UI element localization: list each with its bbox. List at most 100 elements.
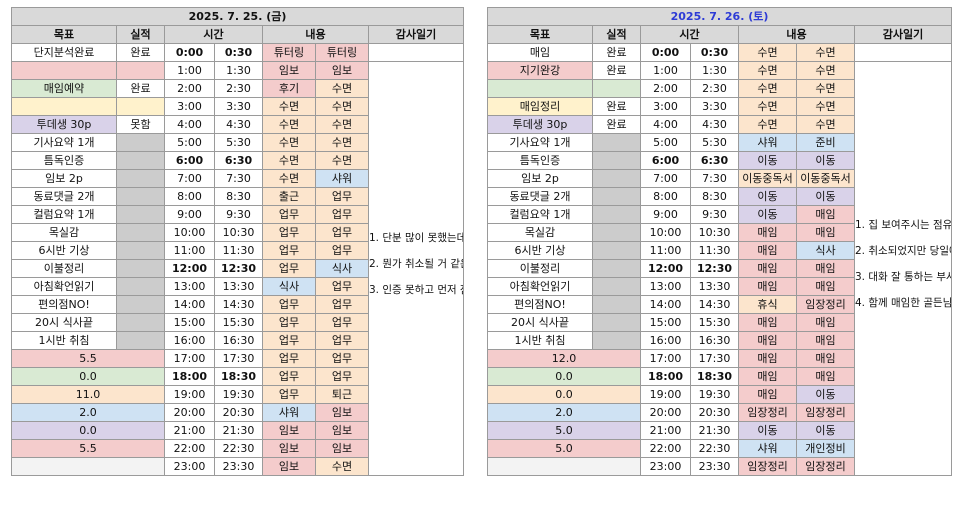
header-time[interactable]: 시간 <box>164 25 263 44</box>
time-end-cell[interactable]: 18:30 <box>214 367 263 386</box>
time-start-cell[interactable]: 11:00 <box>640 241 691 260</box>
goal-cell[interactable]: 단지분석완료 <box>11 43 117 62</box>
content-cell[interactable]: 퇴근 <box>315 385 369 404</box>
content-cell[interactable]: 업무 <box>315 187 369 206</box>
content-cell[interactable]: 식사 <box>315 259 369 278</box>
result-cell[interactable] <box>116 331 165 350</box>
content-cell[interactable]: 수면 <box>315 457 369 476</box>
content-cell[interactable]: 임장정리 <box>738 457 797 476</box>
time-end-cell[interactable]: 17:30 <box>214 349 263 368</box>
time-end-cell[interactable]: 17:30 <box>690 349 739 368</box>
time-end-cell[interactable]: 9:30 <box>214 205 263 224</box>
content-cell[interactable]: 임장정리 <box>796 295 855 314</box>
header-content[interactable]: 내용 <box>262 25 369 44</box>
content-cell[interactable]: 튜터링 <box>262 43 316 62</box>
content-cell[interactable]: 수면 <box>796 97 855 116</box>
content-cell[interactable]: 수면 <box>315 133 369 152</box>
time-start-cell[interactable]: 19:00 <box>640 385 691 404</box>
time-start-cell[interactable]: 14:00 <box>164 295 215 314</box>
time-start-cell[interactable]: 21:00 <box>640 421 691 440</box>
content-cell[interactable]: 수면 <box>738 61 797 80</box>
content-cell[interactable]: 임보 <box>262 457 316 476</box>
summary-hours-cell[interactable]: 5.5 <box>11 439 165 458</box>
result-cell[interactable]: 완료 <box>592 115 641 134</box>
goal-cell[interactable] <box>11 97 117 116</box>
time-start-cell[interactable]: 10:00 <box>640 223 691 242</box>
time-end-cell[interactable]: 14:30 <box>214 295 263 314</box>
time-end-cell[interactable]: 19:30 <box>214 385 263 404</box>
sheet-date[interactable]: 2025. 7. 26. (토) <box>486 7 953 26</box>
goal-cell[interactable]: 임보 2p <box>11 169 117 188</box>
content-cell[interactable]: 업무 <box>262 295 316 314</box>
time-end-cell[interactable]: 11:30 <box>690 241 739 260</box>
content-cell[interactable]: 매임 <box>796 259 855 278</box>
result-cell[interactable] <box>116 169 165 188</box>
diary-empty-cell[interactable] <box>367 43 465 62</box>
content-cell[interactable]: 식사 <box>262 277 316 296</box>
time-start-cell[interactable]: 4:00 <box>640 115 691 134</box>
time-start-cell[interactable]: 10:00 <box>164 223 215 242</box>
goal-cell[interactable]: 20시 식사끝 <box>11 313 117 332</box>
content-cell[interactable]: 수면 <box>262 133 316 152</box>
time-start-cell[interactable]: 15:00 <box>640 313 691 332</box>
time-end-cell[interactable]: 11:30 <box>214 241 263 260</box>
content-cell[interactable]: 매임 <box>738 223 797 242</box>
gratitude-diary-cell[interactable]: 1. 단분 많이 못했는데 아임지만 결혼 틈어가자.... 2. 뭔가 취소될 … <box>367 61 465 476</box>
header-result[interactable]: 실적 <box>116 25 165 44</box>
header-diary[interactable]: 감사일기 <box>853 25 953 44</box>
goal-cell[interactable]: 아침확언읽기 <box>487 277 593 296</box>
time-start-cell[interactable]: 0:00 <box>640 43 691 62</box>
result-cell[interactable] <box>592 259 641 278</box>
result-cell[interactable] <box>116 241 165 260</box>
goal-cell[interactable]: 목실감 <box>487 223 593 242</box>
time-start-cell[interactable]: 23:00 <box>164 457 215 476</box>
goal-cell[interactable]: 동료댓글 2개 <box>487 187 593 206</box>
content-cell[interactable]: 샤워 <box>738 133 797 152</box>
content-cell[interactable]: 수면 <box>262 115 316 134</box>
time-start-cell[interactable]: 12:00 <box>640 259 691 278</box>
content-cell[interactable]: 수면 <box>796 43 855 62</box>
content-cell[interactable]: 튜터링 <box>315 43 369 62</box>
time-start-cell[interactable]: 2:00 <box>164 79 215 98</box>
content-cell[interactable]: 수면 <box>315 97 369 116</box>
summary-hours-cell[interactable]: 12.0 <box>487 349 641 368</box>
time-start-cell[interactable]: 23:00 <box>640 457 691 476</box>
header-goal[interactable]: 목표 <box>11 25 117 44</box>
goal-cell[interactable]: 컬럼요약 1개 <box>487 205 593 224</box>
goal-cell[interactable]: 기사요약 1개 <box>11 133 117 152</box>
time-end-cell[interactable]: 8:30 <box>690 187 739 206</box>
content-cell[interactable]: 업무 <box>315 313 369 332</box>
content-cell[interactable]: 이동 <box>738 421 797 440</box>
goal-cell[interactable]: 이불정리 <box>11 259 117 278</box>
content-cell[interactable]: 임보 <box>262 61 316 80</box>
content-cell[interactable]: 수면 <box>315 79 369 98</box>
content-cell[interactable]: 이동 <box>738 151 797 170</box>
time-start-cell[interactable]: 22:00 <box>164 439 215 458</box>
result-cell[interactable] <box>592 133 641 152</box>
result-cell[interactable] <box>592 187 641 206</box>
time-end-cell[interactable]: 5:30 <box>214 133 263 152</box>
content-cell[interactable]: 이동 <box>796 151 855 170</box>
time-start-cell[interactable]: 16:00 <box>640 331 691 350</box>
content-cell[interactable]: 샤워 <box>262 403 316 422</box>
goal-cell[interactable]: 임보 2p <box>487 169 593 188</box>
content-cell[interactable]: 업무 <box>315 367 369 386</box>
time-end-cell[interactable]: 19:30 <box>690 385 739 404</box>
content-cell[interactable]: 수면 <box>796 115 855 134</box>
summary-hours-cell[interactable] <box>487 457 641 476</box>
content-cell[interactable]: 수면 <box>262 151 316 170</box>
time-start-cell[interactable]: 14:00 <box>640 295 691 314</box>
time-end-cell[interactable]: 15:30 <box>214 313 263 332</box>
time-start-cell[interactable]: 18:00 <box>640 367 691 386</box>
summary-hours-cell[interactable] <box>11 457 165 476</box>
header-time[interactable]: 시간 <box>640 25 739 44</box>
time-start-cell[interactable]: 21:00 <box>164 421 215 440</box>
content-cell[interactable]: 이동중독서 <box>796 169 855 188</box>
content-cell[interactable]: 매임 <box>738 241 797 260</box>
time-end-cell[interactable]: 10:30 <box>690 223 739 242</box>
content-cell[interactable]: 휴식 <box>738 295 797 314</box>
content-cell[interactable]: 업무 <box>315 349 369 368</box>
time-end-cell[interactable]: 14:30 <box>690 295 739 314</box>
content-cell[interactable]: 업무 <box>262 205 316 224</box>
time-start-cell[interactable]: 16:00 <box>164 331 215 350</box>
